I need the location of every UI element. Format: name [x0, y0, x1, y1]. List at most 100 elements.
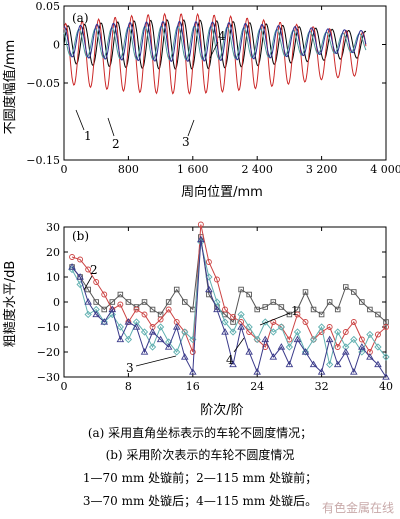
series-4-marker	[237, 323, 245, 330]
series-1-marker	[93, 299, 99, 305]
series-1-marker	[343, 284, 349, 290]
series-1-marker	[302, 289, 309, 295]
annotation-4-label: 4	[218, 29, 226, 43]
series-4-marker	[164, 343, 173, 350]
series-3-marker	[124, 335, 133, 344]
series-2-marker	[350, 319, 357, 325]
series-4-marker	[285, 360, 294, 368]
series-2-marker	[157, 316, 164, 323]
annotation-1-leader	[75, 109, 85, 131]
series-1-marker	[181, 299, 188, 305]
series-3-marker	[326, 360, 334, 369]
series-4-marker	[116, 335, 125, 343]
watermark: 有色金属在线	[321, 501, 394, 515]
series-4-line	[71, 239, 387, 378]
panel-a-y-axis-label: 不圆度幅值/mm	[2, 40, 18, 135]
panel-a-x-axis-label: 周向位置/mm	[181, 184, 263, 200]
series-1-marker	[238, 286, 244, 293]
caption-line-3: 1—70 mm 处镟前；2—115 mm 处镟前；	[82, 471, 318, 485]
series-1-marker	[326, 299, 333, 305]
series-4-line	[63, 20, 367, 63]
series-4-marker	[156, 335, 165, 343]
series-4-marker	[213, 305, 221, 313]
series-4-marker	[277, 343, 286, 350]
series-3-marker	[317, 323, 326, 331]
series-1-marker	[125, 299, 132, 305]
series-1-marker	[109, 299, 116, 305]
series-3-marker	[285, 343, 294, 351]
series-4-marker	[205, 285, 213, 293]
x-tick-label: 32	[315, 380, 329, 393]
series-2-marker	[358, 336, 365, 343]
panel-b-x-axis-label: 阶次/阶	[200, 402, 243, 418]
series-4-marker	[229, 360, 237, 368]
series-2-marker	[117, 301, 124, 308]
series-4-marker	[180, 353, 189, 360]
series-3-marker	[342, 343, 350, 351]
annotation-b2-leader	[83, 275, 93, 291]
series-2-marker	[375, 331, 381, 338]
series-4-marker	[68, 263, 76, 270]
series-2-marker	[101, 291, 108, 298]
panel-a-label: (a)	[72, 11, 89, 25]
series-3-marker	[309, 335, 318, 344]
x-tick-label: 2 400	[241, 163, 273, 176]
series-4-marker	[350, 368, 358, 375]
series-4-marker	[333, 360, 342, 368]
series-4-marker	[325, 335, 334, 343]
series-4-marker	[189, 368, 197, 375]
annotation-b3-label: 3	[126, 361, 134, 375]
series-3-marker	[140, 328, 149, 336]
series-4-marker	[108, 305, 117, 313]
series-2-marker	[230, 314, 237, 320]
panel-b-annotations: 1 2 3 4	[83, 263, 299, 375]
series-2-marker	[222, 306, 228, 313]
series-1-marker	[278, 304, 285, 310]
series-2-marker	[69, 254, 76, 260]
annotation-2-label: 2	[112, 137, 120, 151]
annotation-1-label: 1	[84, 129, 92, 143]
series-2-marker	[294, 311, 301, 318]
series-2-marker	[133, 306, 140, 313]
series-2-marker	[93, 279, 100, 285]
series-4-marker	[317, 368, 326, 375]
y-tick-label: 20	[46, 246, 60, 259]
series-1-line	[71, 236, 387, 323]
series-1-marker	[101, 306, 107, 313]
series-4-marker	[148, 328, 157, 335]
series-4-marker	[132, 323, 141, 330]
series-3-marker	[181, 328, 189, 336]
series-3-marker	[92, 305, 100, 314]
y-tick-label: 0.05	[36, 0, 61, 13]
y-tick-label: 0	[53, 39, 60, 52]
series-3-marker	[148, 343, 157, 351]
series-4-marker	[374, 360, 382, 368]
panel-b-label: (b)	[72, 229, 89, 243]
series-1-marker	[117, 291, 124, 298]
series-1-line	[63, 19, 367, 70]
series-4-marker	[245, 348, 253, 355]
panel-a: 0 800 1 600 2 400 3 200 4 0000.050−0.05−0.15 …	[2, 0, 400, 200]
series-1-marker	[141, 299, 148, 305]
series-1-marker	[359, 299, 365, 305]
series-4-marker	[100, 318, 109, 325]
y-tick-label: −0.05	[26, 77, 60, 90]
series-4-marker	[293, 335, 302, 343]
x-tick-label: 800	[118, 163, 139, 176]
caption-line-1: (a) 采用直角坐标表示的车轮不圆度情况；	[87, 426, 313, 440]
x-tick-label: 16	[186, 380, 200, 393]
y-tick-label: −0.15	[26, 154, 60, 167]
series-3-marker	[221, 318, 229, 326]
series-2-marker	[205, 259, 212, 265]
caption-line-4: 3—70 mm 处镟后；4—115 mm 处镟后。	[82, 494, 318, 508]
series-2-marker	[141, 311, 148, 318]
caption-line-2: (b) 采用阶次表示的车轮不圆度情况	[105, 448, 295, 462]
series-2-marker	[189, 349, 196, 355]
x-tick-label: 8	[125, 380, 132, 393]
annotation-b4-label: 4	[226, 353, 234, 367]
annotation-4-leader	[209, 41, 219, 59]
series-4-marker	[301, 348, 310, 355]
